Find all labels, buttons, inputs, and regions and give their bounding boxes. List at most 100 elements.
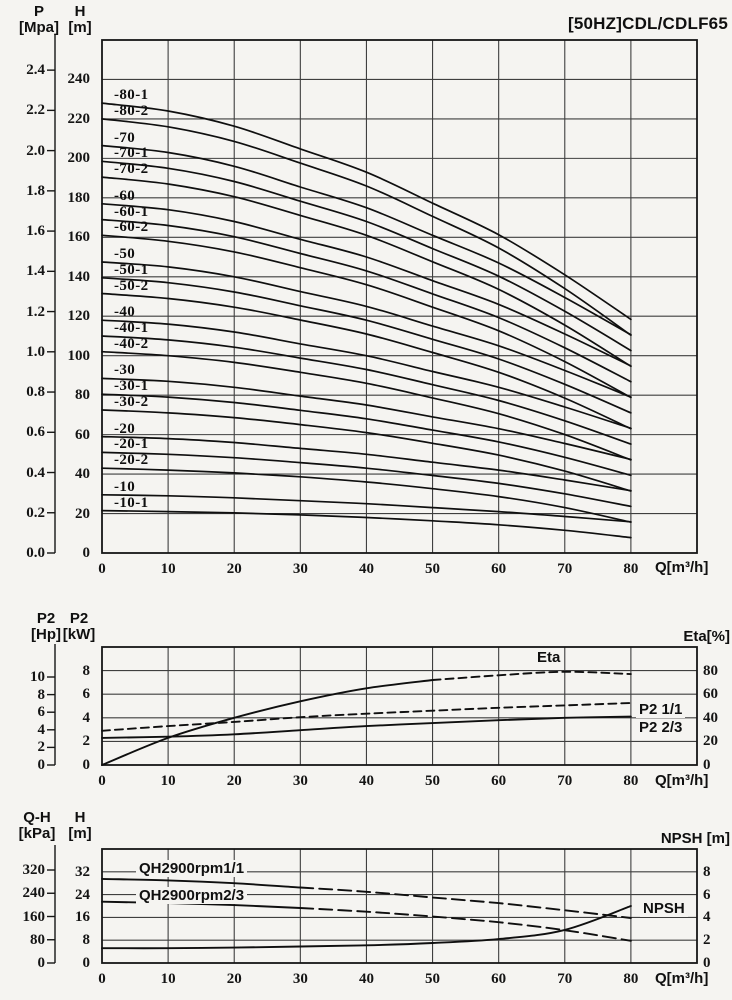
left-tick-label: 8 — [82, 932, 91, 949]
x-tick-label: 0 — [98, 971, 106, 987]
left-tick-label: 0 — [82, 757, 91, 773]
left-tick-label: 220 — [67, 110, 91, 127]
axis-name: P2 — [69, 610, 89, 627]
left-tick-label: 80 — [75, 387, 90, 404]
right-tick-label: 8 — [703, 863, 711, 880]
ruler-tick-label: 2.4 — [26, 62, 45, 79]
curve-Eta — [431, 670, 632, 681]
left-tick-label: 20 — [75, 505, 90, 522]
ruler-tick-label: 0.0 — [26, 545, 45, 561]
plot-border — [101, 39, 698, 554]
right-tick-label: 80 — [703, 662, 718, 679]
right-tick-label: 6 — [703, 886, 711, 903]
plot-border — [101, 848, 698, 964]
x-tick-label: 30 — [292, 773, 308, 789]
curve-QH2900rpm2-3 — [101, 900, 302, 909]
x-tick-label: 50 — [425, 773, 441, 789]
left-tick-label: 6 — [82, 686, 91, 703]
axis-unit: [m] — [68, 825, 92, 842]
left-tick-label: 24 — [75, 886, 90, 903]
curve-label--20-2: -20-2 — [114, 452, 149, 469]
curve-label--40: -40 — [114, 304, 136, 321]
curve--80-1 — [101, 102, 632, 321]
axis-unit: [Hp] — [31, 626, 61, 643]
curve-QH2900rpm1-1 — [299, 886, 632, 919]
curve--20-1 — [101, 451, 632, 508]
x-tick-label: 20 — [226, 773, 242, 789]
stage-x-axis-title: Q[m³/h] — [655, 970, 709, 987]
curve-label--20: -20 — [114, 420, 136, 437]
axis-name: H — [74, 809, 86, 826]
axis-unit: [kW] — [62, 626, 96, 643]
right-tick-label: 20 — [703, 733, 718, 750]
ruler-tick-label: 1.0 — [26, 343, 45, 360]
left-tick-label: 32 — [75, 863, 90, 880]
curve-label--70: -70 — [114, 129, 136, 146]
curve-QH2900rpm1-1 — [101, 877, 302, 889]
left-tick-label: 8 — [82, 662, 91, 679]
x-tick-label: 10 — [160, 561, 176, 577]
ruler-tick-label: 10 — [30, 669, 45, 685]
curve-P2-1-1 — [101, 702, 632, 732]
left-tick-label: 4 — [82, 709, 91, 726]
axis-unit: [m] — [68, 19, 92, 36]
left-tick-label: 100 — [67, 347, 91, 364]
curve--40-1 — [101, 335, 632, 445]
curve--20-2 — [101, 467, 632, 524]
curve--70 — [101, 144, 632, 336]
curve-Eta — [101, 679, 434, 766]
left-tick-label: 160 — [67, 229, 91, 246]
curve--30-2 — [101, 409, 632, 492]
ruler-tick-label: 1.6 — [26, 223, 45, 240]
ruler-tick-label: 1.4 — [26, 263, 45, 280]
series-label-QH2900rpm2-3: QH2900rpm2/3 — [136, 887, 248, 904]
left-tick-label: 140 — [67, 268, 91, 285]
ruler-tick-label: 0 — [37, 757, 46, 773]
plot-border — [101, 646, 698, 766]
axis-name: H — [74, 3, 86, 20]
ruler-tick-label: 0.6 — [26, 424, 45, 441]
curve--70-2 — [101, 176, 632, 368]
curve-label--60: -60 — [114, 187, 136, 204]
curve--30 — [101, 377, 632, 461]
curve-label--30-2: -30-2 — [114, 393, 149, 410]
curve-label--40-1: -40-1 — [114, 319, 149, 336]
ruler-tick-label: 160 — [22, 908, 46, 925]
curve-label--80-1: -80-1 — [114, 87, 149, 104]
x-tick-label: 60 — [491, 971, 507, 987]
left-tick-label: 0 — [82, 545, 91, 561]
ruler-tick-label: 1.8 — [26, 182, 45, 199]
curve-label--50-1: -50-1 — [114, 261, 149, 278]
curve--60 — [101, 202, 632, 367]
main-x-axis-title: Q[m³/h] — [655, 559, 709, 576]
left-tick-label: 180 — [67, 189, 91, 206]
left-tick-label: 60 — [75, 426, 90, 443]
curve--40 — [101, 319, 632, 430]
ruler-tick-label: 80 — [30, 931, 45, 948]
x-tick-label: 30 — [292, 971, 308, 987]
right-tick-label: 2 — [703, 932, 711, 949]
ruler-tick-label: 0 — [37, 955, 46, 971]
right-tick-label: 4 — [703, 909, 711, 926]
x-tick-label: 50 — [425, 971, 441, 987]
axis-unit: [kPa] — [18, 825, 56, 842]
curve--10-1 — [101, 509, 632, 539]
ruler-tick-label: 2.2 — [26, 102, 45, 119]
ruler-tick-label: 6 — [37, 704, 46, 721]
curve-NPSH — [101, 905, 632, 950]
ruler-tick-label: 2.0 — [26, 142, 45, 159]
curve--60-2 — [101, 234, 632, 399]
x-tick-label: 0 — [98, 561, 106, 577]
ruler-tick-label: 1.2 — [26, 303, 45, 320]
x-tick-label: 50 — [425, 561, 441, 577]
x-tick-label: 80 — [623, 773, 639, 789]
stage-m-axis-title: H [m] — [60, 810, 100, 842]
x-tick-label: 40 — [358, 561, 374, 577]
curve-label--50-2: -50-2 — [114, 277, 149, 294]
right-tick-label: 0 — [703, 757, 711, 773]
ruler-tick-label: 8 — [37, 686, 46, 703]
curve--50-2 — [101, 292, 632, 430]
axis-name: P — [33, 3, 44, 20]
x-tick-label: 80 — [623, 561, 639, 577]
